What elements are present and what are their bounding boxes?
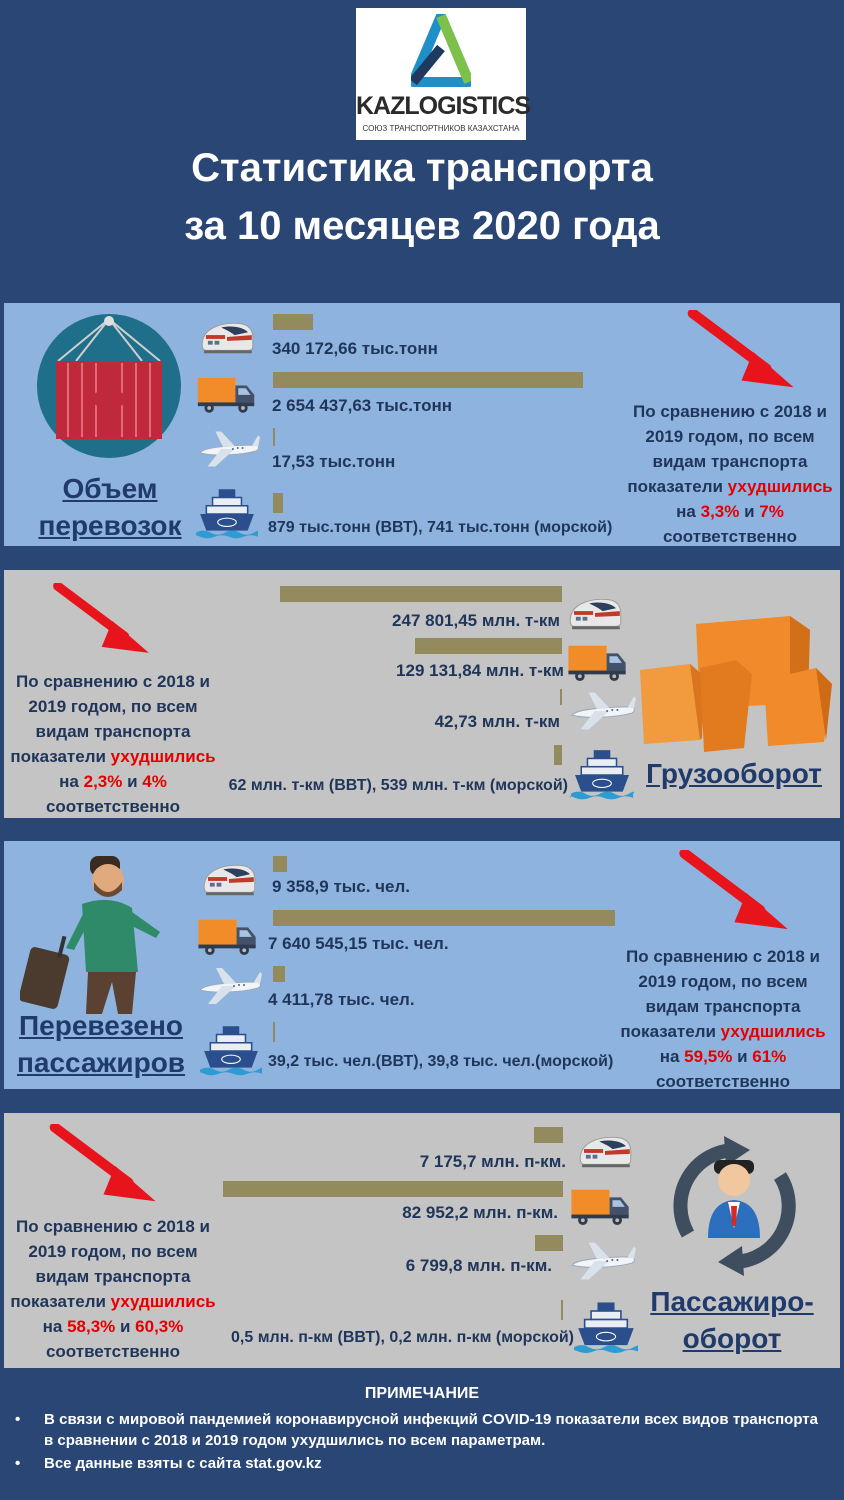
value-freight-railway: 247 801,45 млн. т-км — [392, 611, 560, 630]
plane-icon — [194, 964, 264, 1008]
train-icon — [566, 592, 624, 634]
plane-icon — [566, 688, 638, 734]
value-passengers-road: 7 640 545,15 тыс. чел. — [268, 934, 449, 953]
value-freight-water: 62 млн. т-км (ВВТ), 539 млн. т-км (морск… — [228, 777, 568, 794]
heading-volume: Объем перевозок — [38, 473, 182, 541]
value-passengers-air: 4 411,78 тыс. чел. — [268, 990, 415, 1009]
heading-freight-turnover: Грузооборот — [646, 758, 822, 789]
logo-tagline: СОЮЗ ТРАНСПОРТНИКОВ КАЗАХСТАНА — [362, 124, 520, 133]
train-icon — [198, 316, 256, 358]
truck-icon — [568, 1184, 634, 1226]
bar-pturnover-air — [535, 1235, 563, 1251]
down-arrow-icon — [682, 310, 806, 394]
note-title: ПРИМЕЧАНИЕ — [364, 1385, 480, 1402]
comparison-freight-turnover: По сравнению с 2018 и 2019 годом, по все… — [10, 672, 216, 816]
bullet-icon: • — [15, 1455, 21, 1472]
value-pturnover-road: 82 952,2 млн. п-км. — [402, 1203, 558, 1222]
note-item: • В связи с мировой пандемией коронавирус… — [15, 1411, 818, 1449]
bar-pturnover-road — [223, 1181, 563, 1197]
value-passengers-railway: 9 358,9 тыс. чел. — [272, 877, 411, 896]
comparison-volume: По сравнению с 2018 и 2019 годом, по все… — [627, 402, 833, 546]
bar-passengers-air — [273, 966, 285, 982]
comparison-passengers: По сравнению с 2018 и 2019 годом, по все… — [620, 947, 826, 1091]
truck-icon — [196, 914, 260, 956]
traveler-illustration-icon — [20, 856, 160, 1014]
panel-passengers — [4, 841, 840, 1089]
value-volume-water: 879 тыс.тонн (ВВТ), 741 тыс.тонн (морско… — [268, 519, 613, 536]
bar-passengers-road — [273, 910, 615, 926]
train-icon — [576, 1130, 634, 1172]
ship-icon — [570, 746, 634, 802]
plane-icon — [566, 1238, 638, 1284]
bar-freight-air — [560, 689, 562, 705]
value-pturnover-water: 0,5 млн. п-км (ВВТ), 0,2 млн. п-км (морс… — [231, 1329, 574, 1346]
bar-pturnover-railway — [533, 1127, 563, 1143]
value-volume-road: 2 654 437,63 тыс.тонн — [272, 396, 453, 415]
bar-passengers-water — [273, 1022, 275, 1042]
bar-volume-water — [273, 493, 283, 513]
truck-icon — [196, 372, 258, 414]
heading-passenger-turnover: Пассажиро-оборот — [650, 1286, 814, 1354]
train-icon — [200, 858, 258, 900]
bar-volume-road — [273, 372, 583, 388]
note-item: • Все данные взяты с сайта stat.gov.kz — [15, 1455, 322, 1472]
logo-triangle-icon — [411, 14, 471, 87]
bar-volume-railway — [273, 314, 313, 330]
bar-volume-air — [273, 428, 275, 446]
bar-freight-railway — [280, 586, 562, 602]
boxes-illustration-icon — [640, 616, 832, 752]
bar-freight-water — [554, 745, 562, 765]
truck-icon — [566, 640, 630, 682]
page-subtitle: за 10 месяцев 2020 года — [184, 204, 660, 248]
value-freight-road: 129 131,84 млн. т-км — [396, 661, 564, 680]
down-arrow-icon — [44, 1124, 168, 1208]
kazlogistics-logo: KAZLOGISTICS СОЮЗ ТРАНСПОРТНИКОВ КАЗАХСТ… — [356, 8, 531, 140]
ship-icon — [574, 1298, 638, 1356]
down-arrow-icon — [668, 850, 806, 936]
value-passengers-water: 39,2 тыс. чел.(ВВТ), 39,8 тыс. чел.(морс… — [268, 1053, 614, 1070]
plane-icon — [194, 427, 262, 471]
value-volume-air: 17,53 тыс.тонн — [272, 452, 396, 471]
logo-wordmark: KAZLOGISTICS — [356, 92, 531, 120]
page-title: Статистика транспорта — [191, 146, 653, 190]
container-illustration-icon — [37, 314, 181, 458]
value-freight-air: 42,73 млн. т-км — [434, 712, 560, 731]
heading-passengers: Перевезено пассажиров — [16, 1010, 186, 1078]
ship-icon — [196, 485, 258, 541]
ship-icon — [200, 1022, 262, 1078]
passenger-cycle-icon — [673, 1136, 796, 1276]
value-pturnover-air: 6 799,8 млн. п-км. — [405, 1256, 552, 1275]
bar-passengers-railway — [273, 856, 287, 872]
down-arrow-icon — [42, 583, 166, 659]
bullet-icon: • — [15, 1411, 21, 1428]
bar-pturnover-water — [561, 1300, 563, 1320]
comparison-passenger-turnover: По сравнению с 2018 и 2019 годом, по все… — [10, 1217, 216, 1361]
value-volume-railway: 340 172,66 тыс.тонн — [272, 339, 438, 358]
bar-freight-road — [415, 638, 562, 654]
value-pturnover-railway: 7 175,7 млн. п-км. — [419, 1152, 566, 1171]
